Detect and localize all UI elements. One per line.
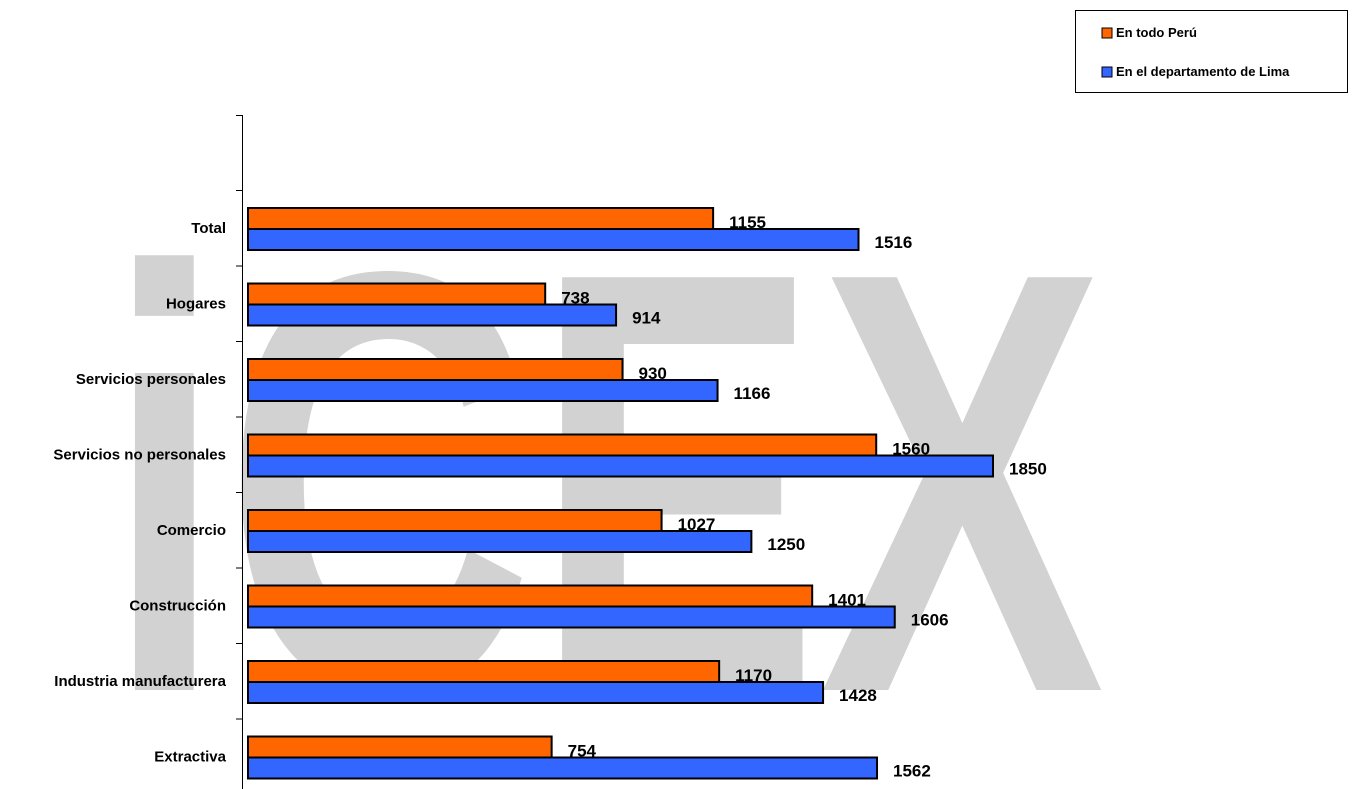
data-label: 738 (561, 289, 589, 308)
bar-lima (247, 756, 879, 780)
category-label: Construcción (129, 597, 226, 614)
legend-swatch-series-1 (1101, 27, 1113, 39)
bar-lima (247, 530, 753, 553)
bar-todo-peru (247, 735, 553, 759)
legend-swatch-series-2 (1101, 66, 1113, 78)
legend-label-series-1: En todo Perú (1116, 25, 1197, 40)
bar-todo-peru (247, 584, 814, 608)
data-label: 1401 (828, 591, 866, 610)
data-label: 754 (568, 742, 597, 761)
category-axis: Total Hogares Servicios personales Servicio… (53, 115, 243, 789)
bar-lima (247, 379, 719, 402)
data-label: 1166 (734, 384, 771, 403)
bar-todo-peru (247, 509, 663, 532)
bar-todo-peru (247, 660, 721, 683)
data-label: 1560 (892, 440, 930, 459)
data-label: 914 (632, 309, 661, 328)
category-label: Servicios no personales (53, 446, 226, 463)
bar-lima (247, 681, 825, 704)
bars (247, 207, 994, 780)
category-label: Hogares (166, 295, 226, 312)
legend-label-series-2: En el departamento de Lima (1116, 64, 1290, 79)
category-label: Extractiva (154, 748, 226, 765)
data-label: 1027 (678, 515, 716, 534)
bar-todo-peru (247, 433, 878, 457)
axis-ticks (236, 115, 243, 720)
data-label: 1428 (839, 686, 877, 705)
data-label: 1250 (767, 535, 805, 554)
data-label: 1170 (735, 666, 772, 685)
bar-lima (247, 228, 860, 251)
category-label: Industria manufacturera (54, 673, 226, 690)
bar-todo-peru (247, 207, 715, 230)
data-label: 1606 (911, 611, 949, 630)
data-label: 930 (639, 364, 667, 383)
bar-todo-peru (247, 358, 624, 381)
data-label: 1155 (729, 213, 766, 232)
legend: En todo Perú En el departamento de Lima (1075, 10, 1348, 93)
bar-lima (247, 605, 896, 629)
bar-lima (247, 454, 994, 478)
data-label: 1516 (874, 233, 912, 252)
data-labels: 1155 1516 738 914 930 1166 1560 1850 1027 1250 140… (561, 213, 1047, 781)
category-label: Total (191, 220, 226, 237)
category-label: Servicios personales (76, 371, 226, 388)
data-label: 1850 (1009, 460, 1047, 479)
data-label: 1562 (893, 762, 931, 781)
category-label: Comercio (157, 522, 226, 539)
bar-lima (247, 303, 618, 327)
legend-box (1075, 10, 1348, 93)
category-labels: Total Hogares Servicios personales Servicio… (53, 220, 226, 766)
bar-todo-peru (247, 282, 547, 306)
